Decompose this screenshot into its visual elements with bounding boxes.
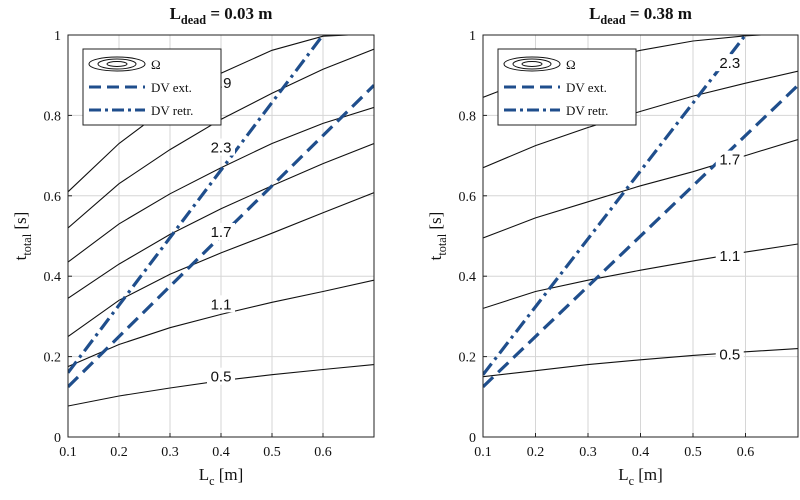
contour-label-bg	[207, 367, 235, 385]
x-tick-label: 0.5	[684, 445, 702, 460]
x-tick-label: 0.6	[314, 445, 332, 460]
legend-contour-symbol	[106, 61, 128, 67]
y-axis-label: ttotal [s]	[11, 212, 34, 261]
legend-label: DV retr.	[151, 103, 193, 118]
y-tick-label: 0.8	[459, 109, 477, 124]
axes-frame	[482, 34, 799, 438]
legend-box	[82, 48, 222, 126]
x-tick-label: 0.1	[474, 445, 492, 460]
legend-contour-symbol	[521, 61, 543, 67]
contour-label-bg	[207, 295, 235, 313]
legend-contour-symbol	[97, 58, 137, 70]
x-tick-label: 0.4	[632, 445, 650, 460]
contour-label: 0.5	[211, 369, 232, 386]
legend-label: DV ext.	[151, 80, 192, 95]
legend: Ω DV ext. DV retr.	[497, 48, 637, 126]
legend-label: DV retr.	[566, 103, 608, 118]
chart-title: Ldead = 0.38 m	[589, 4, 692, 27]
contour-label-bg	[715, 345, 744, 363]
panel-right: 0.1 0.2 0.3 0.4 0.5 0.6 0 0.2 0.4 0.6 0.8 1 0.5 1.1 1.…	[426, 4, 799, 488]
contour-label: 1.1	[211, 296, 232, 313]
y-tick-label: 0.2	[44, 351, 62, 366]
x-tick-label: 0.5	[263, 445, 281, 460]
contour-line	[483, 243, 798, 309]
legend-box	[497, 48, 637, 126]
x-tick-label: 0.2	[110, 445, 128, 460]
contour-label: 2.3	[211, 140, 232, 157]
y-axis-label: ttotal [s]	[426, 212, 449, 261]
legend-contour-symbol	[512, 58, 552, 70]
x-tick-label: 0.3	[579, 445, 597, 460]
y-tick-label: 0.6	[44, 190, 62, 205]
legend-label: Ω	[566, 57, 576, 72]
contour-line	[483, 70, 798, 169]
x-tick-label: 0.4	[212, 445, 230, 460]
x-tick-label: 0.3	[161, 445, 179, 460]
x-tick-label: 0.2	[527, 445, 545, 460]
x-axis-label: Lc [m]	[199, 465, 244, 488]
contour-label: 1.7	[211, 224, 232, 241]
dv-retr-line	[68, 35, 325, 374]
x-tick-label: 0.6	[737, 445, 755, 460]
contour-label: 1.7	[719, 152, 740, 169]
y-tick-label: 1	[469, 29, 476, 44]
contour-label-bg	[715, 247, 744, 265]
legend: Ω DV ext. DV retr.	[82, 48, 222, 126]
y-tick-label: 0.8	[44, 109, 62, 124]
contour-line	[68, 142, 374, 299]
x-tick-label: 0.1	[59, 445, 77, 460]
y-tick-label: 0.4	[459, 270, 477, 285]
contour-label-bg	[715, 150, 744, 168]
contour-label-bg	[207, 222, 235, 240]
y-tick-label: 0.6	[459, 190, 477, 205]
y-tick-label: 0	[469, 431, 476, 446]
contour-label: 1.1	[719, 248, 740, 265]
legend-label: Ω	[151, 57, 161, 72]
y-tick-label: 0.4	[44, 270, 62, 285]
contour-line	[483, 138, 798, 239]
chart-title: Ldead = 0.03 m	[170, 4, 273, 27]
contour-line	[483, 348, 798, 378]
panel-left: 0.1 0.2 0.3 0.4 0.5 0.6 0 0.2 0.4 0.6 0.8 1 0.5 1.1 1.…	[11, 4, 375, 488]
contour-label: 2.3	[719, 55, 740, 72]
dv-ext-line	[483, 84, 798, 388]
y-tick-label: 0.2	[459, 351, 477, 366]
y-tick-label: 0	[54, 431, 61, 446]
legend-label: DV ext.	[566, 80, 607, 95]
legend-contour-symbol	[88, 56, 146, 72]
axes-frame	[67, 34, 375, 438]
contour-line	[68, 279, 374, 368]
dv-retr-line	[483, 35, 747, 376]
contour-label-bg	[207, 138, 235, 156]
x-axis-label: Lc [m]	[618, 465, 663, 488]
contour-label-bg	[715, 54, 744, 72]
legend-contour-symbol	[503, 56, 561, 72]
y-tick-label: 1	[54, 29, 61, 44]
contour-label: 0.5	[719, 347, 740, 364]
contour-line	[68, 192, 374, 337]
